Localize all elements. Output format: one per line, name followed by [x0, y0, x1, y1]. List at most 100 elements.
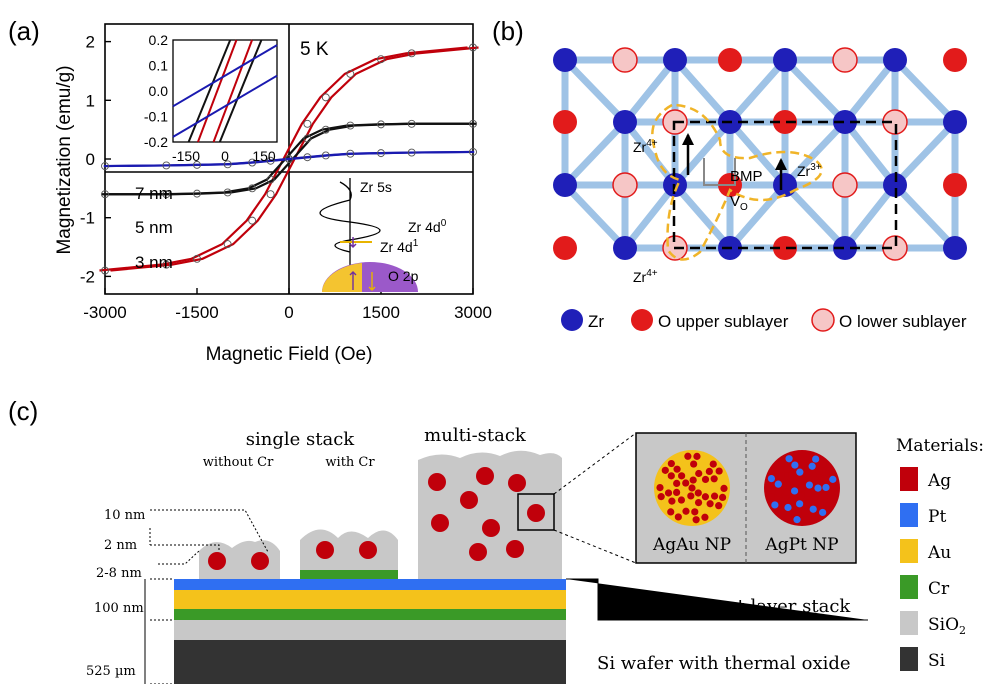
legend-o-lower-label: O lower sublayer: [839, 312, 967, 331]
agau-atom: [718, 493, 727, 502]
zr-atom: [833, 110, 857, 134]
inset-x-tick-label: -150: [172, 148, 200, 164]
agpt-atom: [774, 480, 782, 488]
agpt-atom: [811, 475, 820, 484]
thermal-oxide-layer: [174, 620, 566, 640]
agpt-atom: [784, 513, 792, 521]
y-axis-label: Magnetization (emu/g): [54, 65, 75, 254]
ag-np: [208, 552, 226, 570]
bond: [891, 118, 959, 189]
panel-label-a: (a): [8, 16, 40, 46]
agpt-atom: [788, 472, 796, 480]
inset-line: [212, 39, 253, 143]
zr-atom: [773, 173, 797, 197]
data-point: [248, 216, 257, 225]
data-point: [303, 134, 312, 143]
bond: [621, 56, 679, 126]
data-point: [193, 254, 201, 263]
bond: [561, 56, 629, 126]
data-point: [248, 184, 257, 193]
data-point: [377, 55, 385, 64]
pt-layer: [174, 579, 566, 590]
bond: [726, 56, 789, 126]
agpt-atom: [767, 493, 775, 501]
ag-np: [469, 543, 487, 561]
agau-atom: [656, 483, 664, 492]
zr-atom: [773, 48, 797, 72]
dimension-brackets: [144, 578, 868, 684]
zr4-top-label: Zr4+: [633, 138, 658, 155]
data-point: [285, 155, 293, 163]
agpt-atom: [816, 500, 824, 508]
si-layer: [174, 640, 566, 684]
lattice-panel: Zr4+ Zr4+ Zr3+ BMP VO Zr O upper sublaye…: [553, 47, 967, 332]
inset-y-tick-label: -0.2: [144, 134, 168, 150]
data-point: [101, 266, 109, 275]
agpt-atom: [820, 492, 829, 500]
ag-np: [476, 467, 494, 485]
si-wafer-label: Si wafer with thermal oxide: [597, 653, 851, 674]
agau-atom: [690, 460, 698, 468]
bond: [726, 118, 789, 189]
data-point: [223, 188, 232, 197]
agau-atom: [705, 467, 713, 476]
agpt-atom: [787, 496, 796, 504]
agpt-atom: [811, 513, 819, 521]
dim-100nm: 100 nm: [94, 601, 144, 616]
agau-atom: [691, 508, 699, 516]
agpt-atom: [796, 500, 804, 508]
zr-atom: [553, 173, 577, 197]
bond: [621, 118, 679, 189]
agpt-atom: [800, 460, 808, 468]
dim-525um: 525 µm: [86, 664, 136, 679]
agpt-atom: [801, 508, 809, 516]
data-point: [101, 190, 109, 199]
agau-atom: [682, 479, 690, 487]
o-upper-atom: [718, 48, 742, 72]
agpt-atom: [799, 476, 807, 484]
data-point: [101, 162, 109, 170]
o-lower-atom: [612, 47, 638, 73]
o-upper-atom: [553, 110, 577, 134]
agpt-atom: [794, 452, 802, 460]
agpt-atom: [790, 487, 799, 495]
agpt-atom: [808, 462, 816, 470]
agpt-atom: [805, 481, 814, 489]
legend-swatch-sio: [900, 611, 918, 635]
data-point: [377, 149, 385, 158]
multi-stack: [418, 450, 562, 579]
bond: [891, 56, 959, 126]
agau-atom: [683, 516, 691, 524]
ag-np: [251, 552, 269, 570]
legend-label-pt: Pt: [928, 507, 946, 527]
agau-atom: [710, 492, 719, 500]
data-point: [346, 121, 355, 130]
zr4d1-label: Zr 4d1: [380, 238, 419, 255]
size-label-5nm: 5 nm: [135, 218, 173, 237]
agpt-atom: [798, 484, 806, 492]
agau-atom: [673, 465, 681, 473]
agpt-atom: [805, 469, 813, 478]
bond: [561, 118, 629, 189]
data-point: [223, 160, 232, 169]
zr-atom: [663, 48, 687, 72]
agau-atom: [710, 475, 718, 483]
legend-zr-label: Zr: [588, 312, 604, 331]
bond: [841, 56, 899, 126]
energy-level-diagram: Zr 5s Zr 4d0 Zr 4d1 O 2p: [319, 178, 447, 292]
zr-atom: [613, 236, 637, 260]
bond: [841, 181, 899, 252]
agpt-atom: [825, 502, 833, 510]
o-upper-atom: [553, 236, 577, 260]
agpt-atom: [774, 489, 783, 497]
inset-y-tick-label: 0.2: [149, 32, 169, 48]
agpt-atom: [791, 461, 799, 469]
multi-stack-title: multi-stack: [424, 425, 527, 446]
agau-atom: [657, 474, 666, 483]
size-label-3nm: 3 nm: [135, 253, 173, 272]
zr-atom: [553, 48, 577, 72]
agau-atom: [709, 460, 717, 468]
legend-label-sio: SiO2: [928, 615, 966, 637]
agpt-atom: [811, 493, 820, 501]
